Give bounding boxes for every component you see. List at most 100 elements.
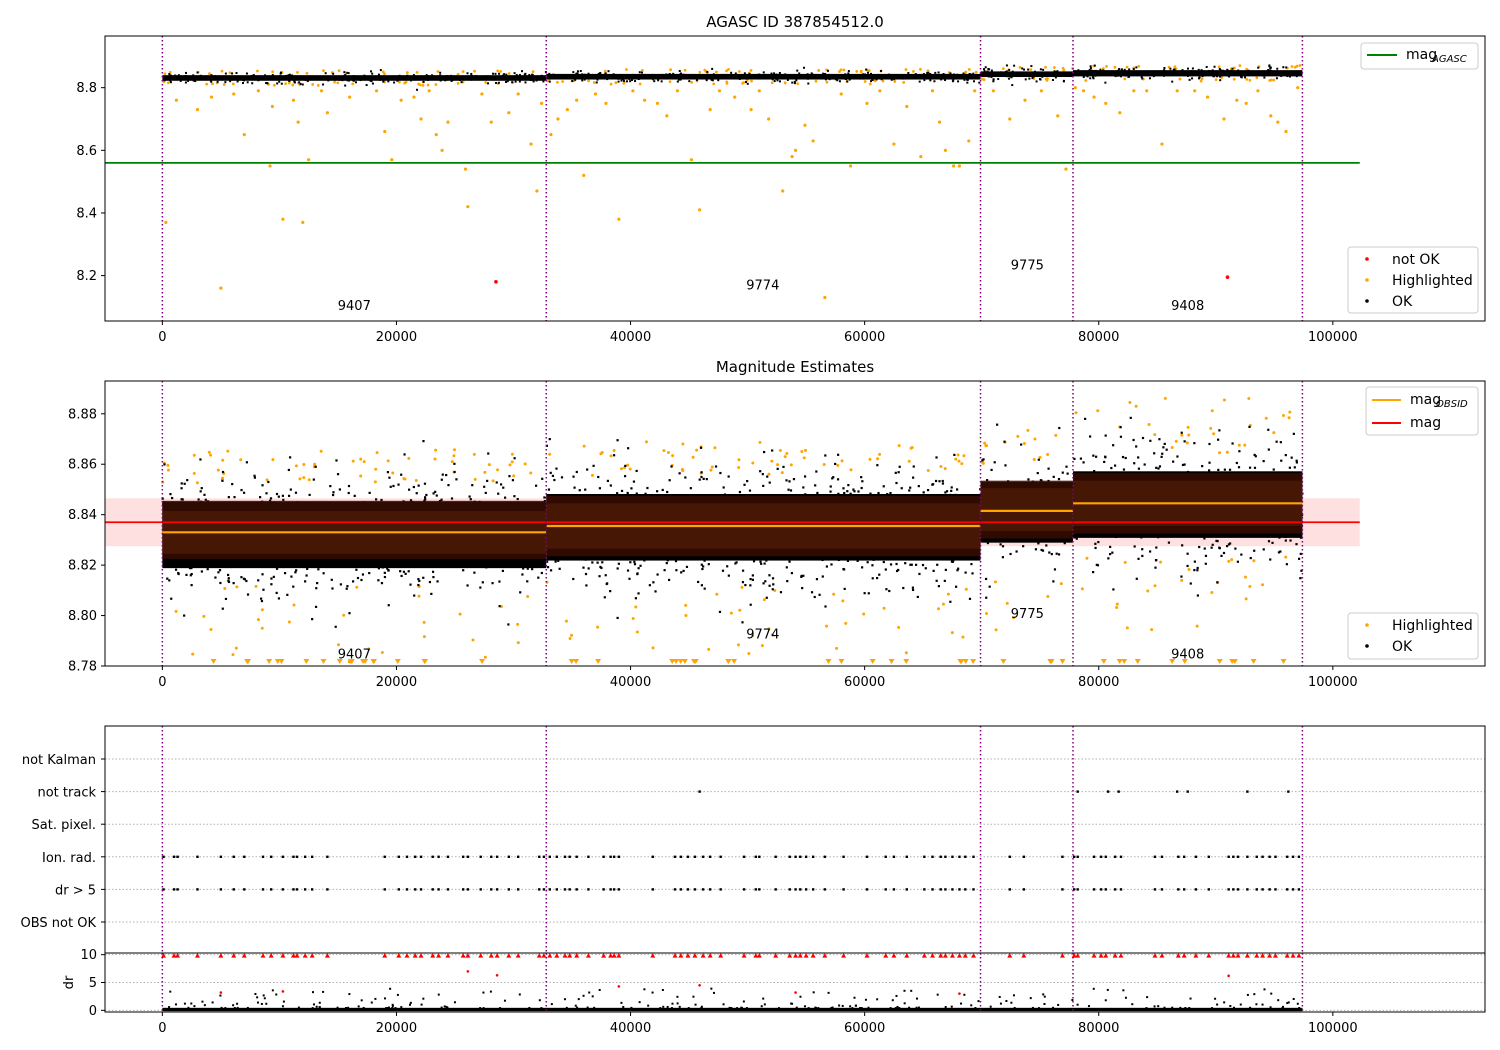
highlighted-point (209, 95, 214, 99)
highlighted-point (993, 580, 997, 584)
ok-point (949, 493, 952, 497)
ok-point (1295, 459, 1298, 462)
ok-point (612, 73, 615, 76)
ok-dr-point (409, 1001, 412, 1004)
flag-point (1099, 855, 1103, 858)
ok-point (185, 77, 188, 80)
ok-point (177, 75, 180, 78)
ok-dr-point (812, 991, 815, 994)
ok-point (734, 72, 737, 75)
ok-point (717, 74, 720, 77)
highlighted-point (707, 647, 711, 651)
highlighted-point (529, 471, 533, 475)
ok-point (1104, 434, 1107, 437)
ok-point (656, 573, 659, 576)
ok-point (607, 70, 610, 73)
highlighted-point (814, 79, 818, 83)
ok-point (597, 475, 600, 479)
ok-point (771, 588, 774, 591)
ok-point (1153, 452, 1156, 455)
highlighted-out-of-range-marker (970, 659, 977, 664)
highlighted-point (614, 81, 618, 85)
ok-dr-point (974, 1007, 977, 1010)
ok-point (792, 478, 796, 481)
ok-point (365, 84, 368, 87)
ok-dr-point (345, 1007, 348, 1010)
ok-point (902, 555, 905, 558)
ok-point (541, 76, 544, 79)
highlighted-point (625, 68, 628, 71)
ok-point (922, 76, 925, 79)
highlighted-point (265, 478, 269, 482)
ok-dr-point (489, 990, 492, 993)
ok-point (1235, 461, 1238, 465)
ok-point (1215, 539, 1218, 542)
ok-point (703, 559, 706, 562)
dr-capped-marker (970, 953, 976, 958)
ok-point (581, 79, 584, 82)
highlighted-point (319, 449, 323, 453)
ok-dr-point (1214, 997, 1217, 1000)
ok-point (227, 579, 230, 582)
ok-point (584, 488, 587, 491)
ok-point (1111, 551, 1114, 554)
ok-point (914, 76, 917, 79)
ok-point (254, 75, 257, 78)
ok-point (793, 80, 796, 83)
highlighted-point (291, 83, 295, 87)
ok-point (1295, 543, 1298, 546)
ok-point (600, 566, 603, 570)
ok-point (1173, 68, 1176, 71)
ok-point (889, 563, 893, 566)
ok-point (1022, 545, 1025, 548)
ok-point (229, 564, 232, 567)
ok-dr-point (1157, 1005, 1160, 1008)
ok-point (1092, 571, 1095, 574)
ok-dr-point (917, 1006, 920, 1009)
highlighted-point (174, 609, 178, 613)
ok-point (1030, 65, 1033, 68)
ok-dr-point (898, 1007, 901, 1010)
highlighted-point (191, 652, 195, 656)
flag-point (1268, 888, 1271, 891)
flag-point (1186, 790, 1189, 793)
ok-point-band (1072, 70, 1303, 77)
ok-point (1052, 580, 1055, 583)
ok-dr-point (915, 997, 918, 1000)
highlighted-point (287, 81, 291, 85)
ok-point (1062, 79, 1065, 82)
highlighted-point (260, 626, 264, 630)
ok-point (230, 561, 233, 564)
ok-point (409, 583, 412, 586)
ok-point (530, 76, 533, 79)
highlighted-point (964, 70, 968, 74)
ok-point (511, 479, 515, 482)
ok-point (847, 72, 850, 75)
ok-point (271, 74, 274, 77)
dr-capped-marker (554, 953, 560, 958)
ok-point (692, 75, 695, 78)
ok-point (425, 493, 428, 497)
ok-point (167, 563, 171, 566)
highlighted-point (708, 107, 712, 112)
ok-point (513, 495, 516, 498)
ok-dr-point (896, 1005, 899, 1008)
flag-point (931, 855, 934, 858)
highlighted-point (1008, 117, 1012, 121)
highlighted-point (271, 458, 275, 462)
ok-point (405, 76, 408, 79)
ok-point (391, 75, 394, 78)
ok-point (985, 596, 988, 599)
ok-point (379, 69, 382, 72)
highlighted-point (1230, 558, 1234, 562)
highlighted-out-of-range-marker (1181, 659, 1188, 664)
ok-point (1252, 72, 1255, 75)
ok-dr-point (1233, 1006, 1236, 1009)
dr-capped-marker (962, 953, 968, 958)
ok-point (1019, 74, 1022, 77)
ok-point (1133, 462, 1136, 465)
dr-capped-marker (1260, 953, 1266, 958)
ok-point (418, 579, 421, 583)
ok-point (862, 74, 865, 77)
